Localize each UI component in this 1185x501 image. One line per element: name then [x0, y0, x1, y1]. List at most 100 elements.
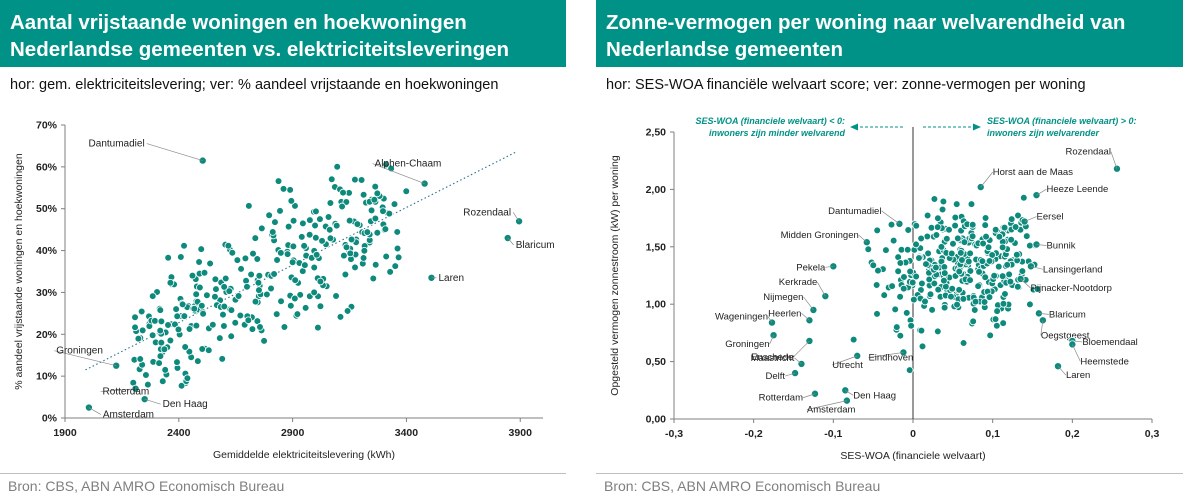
- right-point-leader: [793, 340, 810, 358]
- left-data-point: [314, 323, 322, 332]
- left-source: Bron: CBS, ABN AMRO Economisch Bureau: [8, 478, 285, 494]
- right-title-line-1: Zonne-vermogen per woning naar welvarend…: [606, 11, 1126, 34]
- right-point-label: Den Haag: [853, 390, 896, 401]
- left-data-point: [206, 259, 214, 268]
- right-data-point: [937, 243, 946, 251]
- right-point-label: Heemstede: [1080, 356, 1129, 367]
- right-data-point: [849, 335, 858, 344]
- right-data-point: [947, 292, 955, 301]
- left-data-point: [359, 254, 368, 262]
- right-annotation-right-1: SES-WOA (financiele welvaart) > 0:: [987, 116, 1136, 126]
- right-point-label: Heeze Leende: [1046, 184, 1108, 195]
- left-data-point: [196, 283, 204, 292]
- right-data-point: [998, 243, 1007, 252]
- right-data-point: [955, 267, 964, 276]
- right-y-axis-title: Opgesteld vermogen zonnestroom (kW) per …: [609, 155, 621, 396]
- right-data-point: [994, 262, 1003, 271]
- right-data-point: [873, 310, 881, 318]
- left-x-axis-title: Gemiddelde elektriciteitslevering (kWh): [213, 449, 395, 461]
- left-data-point: [220, 302, 229, 311]
- right-point-label: Rozendaal: [1066, 147, 1111, 158]
- left-data-point: [324, 213, 333, 221]
- right-labeled-point: [1034, 309, 1043, 318]
- right-data-point: [999, 299, 1008, 308]
- right-data-point: [930, 195, 939, 203]
- left-chart-subtitle: hor: gem. elektriciteitslevering; ver: %…: [10, 77, 499, 93]
- right-data-point: [917, 234, 925, 243]
- right-data-point: [894, 267, 902, 276]
- left-point-label: Alphen-Chaam: [375, 159, 442, 170]
- right-annotation-right-2: inwoners zijn welvarender: [987, 128, 1100, 138]
- right-data-point: [1014, 211, 1022, 220]
- right-data-point: [933, 327, 942, 336]
- left-data-point: [148, 292, 157, 300]
- right-data-point: [932, 263, 940, 272]
- right-labeled-point: [899, 348, 908, 357]
- right-data-point: [956, 249, 965, 257]
- right-point-leader: [794, 357, 802, 365]
- right-data-point: [991, 315, 1000, 323]
- right-labeled-point: [1032, 240, 1041, 249]
- left-point-label: Den Haag: [163, 399, 208, 410]
- right-data-point: [872, 281, 881, 289]
- right-y-tick-label: 0,00: [646, 414, 667, 426]
- right-data-point: [965, 257, 973, 266]
- left-data-point: [237, 265, 245, 273]
- left-data-point: [255, 271, 264, 280]
- right-data-point: [904, 226, 913, 234]
- left-data-point: [209, 320, 217, 329]
- right-point-label: Rotterdam: [759, 393, 803, 404]
- right-data-point: [903, 245, 912, 254]
- left-data-point: [373, 228, 382, 237]
- right-labeled-point: [811, 389, 820, 398]
- left-point-label: Amsterdam: [103, 410, 154, 421]
- left-data-point: [197, 245, 206, 253]
- right-data-point: [897, 245, 906, 254]
- left-data-point: [340, 251, 348, 260]
- left-data-point: [255, 286, 263, 294]
- right-data-point: [908, 278, 917, 287]
- right-point-leader: [1036, 244, 1047, 246]
- left-data-point: [272, 310, 281, 318]
- right-data-point: [907, 321, 915, 330]
- right-data-point: [925, 275, 934, 284]
- right-data-point: [912, 240, 920, 249]
- right-data-point: [970, 306, 979, 314]
- right-data-point: [966, 276, 974, 284]
- left-data-point: [241, 254, 250, 263]
- left-data-point: [280, 323, 289, 331]
- right-y-tick-label: 1,50: [646, 241, 667, 253]
- left-data-point: [185, 347, 194, 356]
- left-data-point: [183, 374, 192, 383]
- left-data-point: [200, 268, 209, 277]
- left-data-point: [342, 243, 351, 252]
- right-x-tick-label: 0,1: [985, 428, 1000, 440]
- left-title-line-2: Nederlandse gemeenten vs. elektriciteits…: [10, 38, 510, 61]
- left-data-point: [248, 325, 257, 333]
- left-data-point: [287, 301, 295, 310]
- left-data-point: [258, 224, 266, 233]
- right-labeled-point: [1038, 316, 1047, 325]
- right-data-point: [887, 220, 896, 229]
- left-data-point: [343, 307, 352, 315]
- left-data-point: [199, 309, 207, 318]
- right-chart-panel: Zonne-vermogen per woning naar welvarend…: [596, 0, 1185, 501]
- right-data-point: [899, 284, 908, 293]
- left-data-point: [326, 234, 335, 243]
- left-data-point: [299, 219, 307, 228]
- left-data-point: [197, 301, 206, 310]
- left-data-point: [339, 188, 347, 197]
- right-data-point: [948, 284, 957, 293]
- right-point-leader: [858, 234, 868, 243]
- right-data-point: [993, 321, 1001, 330]
- right-data-point: [923, 232, 932, 241]
- left-data-point: [243, 282, 251, 291]
- right-scatter-chart: 0,00 0,50 1,00 1,50 2,00 2,50 -0,3 -0,2 -0,1 0 0,1…: [609, 116, 1159, 462]
- right-data-point: [874, 266, 882, 275]
- left-data-point: [306, 216, 314, 224]
- right-point-leader: [1020, 278, 1031, 289]
- left-data-point: [155, 359, 163, 367]
- right-data-point: [906, 267, 914, 276]
- right-data-point: [938, 205, 947, 214]
- right-point-leader: [1030, 265, 1043, 270]
